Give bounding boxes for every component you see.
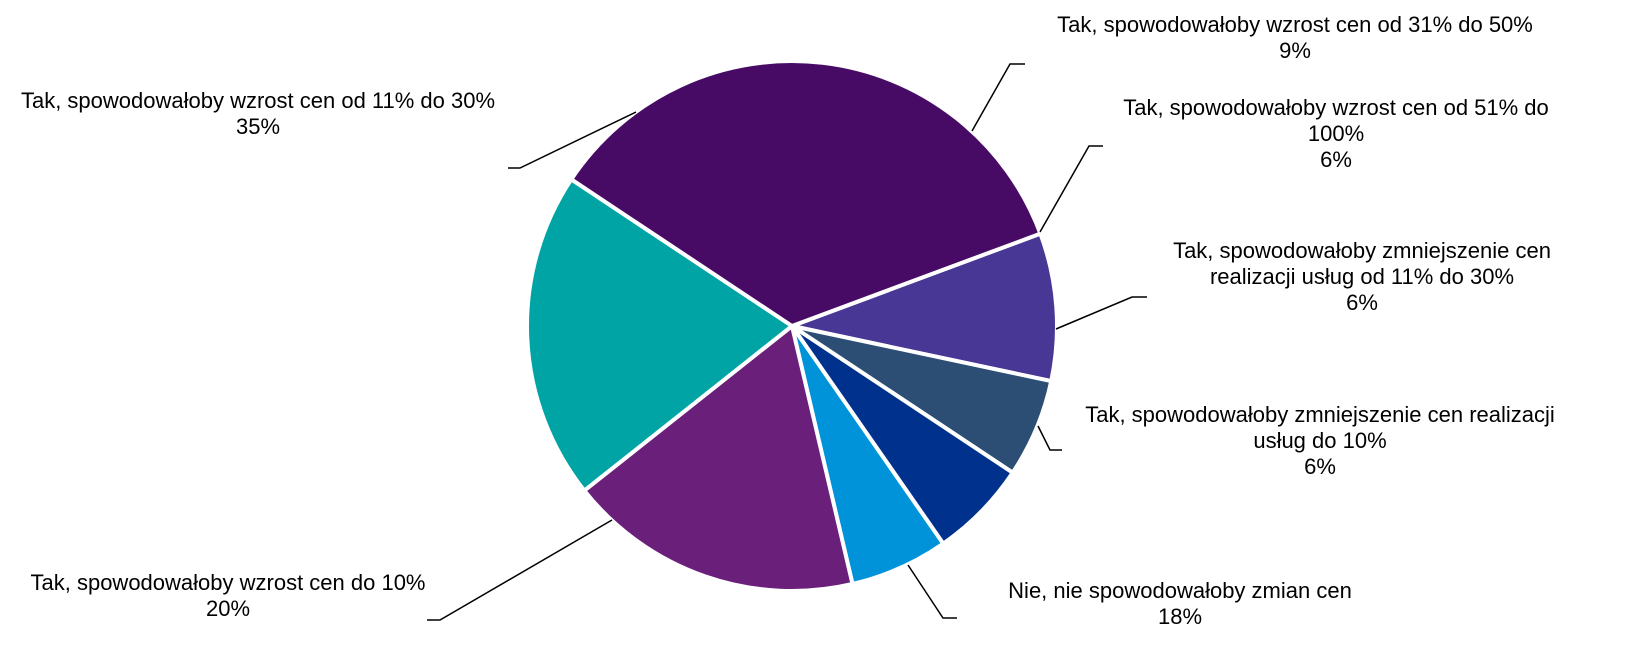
- slice-category-label: Tak, spowodowałoby wzrost cen do 10%: [31, 570, 426, 595]
- slice-labels: Tak, spowodowałoby wzrost cen od 31% do …: [21, 12, 1555, 629]
- leader-line-3: [1055, 296, 1147, 330]
- slice-label-6: Tak, spowodowałoby wzrost cen do 10% 20%: [31, 570, 426, 621]
- leader-line-5: [907, 564, 957, 619]
- slice-category-label: realizacji usług od 11% do 30%: [1210, 264, 1514, 289]
- leader-lines: [427, 63, 1147, 621]
- slice-category-label: usług do 10%: [1253, 428, 1386, 453]
- slice-value-label: 18%: [1158, 604, 1202, 629]
- leader-line-6: [427, 519, 613, 621]
- slice-label-5: Nie, nie spowodowałoby zmian cen 18%: [1008, 578, 1352, 629]
- leader-line-7: [508, 111, 637, 169]
- slice-category-label: Nie, nie spowodowałoby zmian cen: [1008, 578, 1352, 603]
- slice-category-label: Tak, spowodowałoby wzrost cen od 51% do: [1123, 95, 1549, 120]
- pie-slice-1: [790, 231, 1059, 384]
- leader-line-2: [1039, 145, 1103, 233]
- slice-category-label: Tak, spowodowałoby wzrost cen od 31% do …: [1057, 12, 1533, 37]
- slice-value-label: 6%: [1346, 290, 1378, 315]
- slice-value-label: 9%: [1279, 38, 1311, 63]
- slice-label-2: Tak, spowodowałoby wzrost cen od 51% do 1…: [1123, 95, 1549, 172]
- pie-slice-7: [569, 59, 1043, 328]
- slice-label-1: Tak, spowodowałoby wzrost cen od 31% do …: [1057, 12, 1533, 63]
- slice-category-label: Tak, spowodowałoby wzrost cen od 11% do …: [21, 88, 495, 113]
- slice-label-4: Tak, spowodowałoby zmniejszenie cen real…: [1085, 402, 1555, 479]
- slice-label-3: Tak, spowodowałoby zmniejszenie cen reali…: [1173, 238, 1551, 315]
- slice-category-label: Tak, spowodowałoby zmniejszenie cen real…: [1085, 402, 1555, 427]
- leader-line-4: [1037, 425, 1062, 451]
- pie-slice-6: [525, 177, 794, 493]
- slice-value-label: 6%: [1304, 454, 1336, 479]
- pie-slices: [525, 59, 1059, 593]
- slice-category-label: 100%: [1308, 121, 1364, 146]
- slice-category-label: Tak, spowodowałoby zmniejszenie cen: [1173, 238, 1551, 263]
- slice-value-label: 35%: [236, 114, 280, 139]
- leader-line-1: [971, 63, 1025, 132]
- slice-value-label: 6%: [1320, 147, 1352, 172]
- slice-label-7: Tak, spowodowałoby wzrost cen od 11% do …: [21, 88, 495, 139]
- pie-slice-5: [582, 324, 855, 593]
- slice-value-label: 20%: [206, 596, 250, 621]
